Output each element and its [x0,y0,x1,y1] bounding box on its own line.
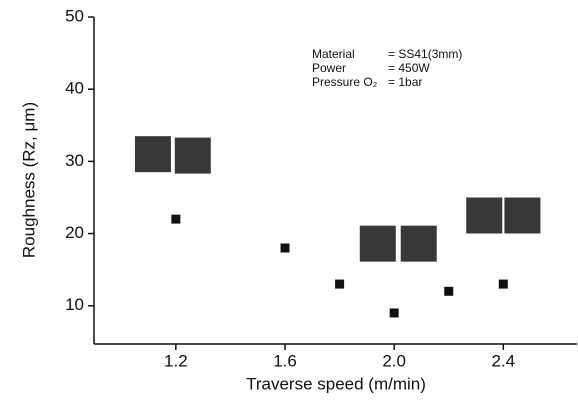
y-tick-label: 40 [65,79,84,98]
y-tick-label: 50 [65,6,84,25]
y-tick-label: 20 [65,223,84,242]
y-tick-label: 30 [65,151,84,170]
point [171,214,181,224]
point [444,286,454,296]
annotation-label: Material [312,47,355,61]
point [389,308,399,318]
point [498,279,508,289]
x-tick-label: 2.4 [492,351,516,370]
annotation-label: Power [312,61,346,75]
annotation-value: = SS41(3mm) [388,47,462,61]
y-tick-label: 10 [65,295,84,314]
x-axis-label: Traverse speed (m/min) [246,374,426,393]
x-tick-label: 1.6 [273,351,297,370]
x-tick-label: 2.0 [382,351,406,370]
point [174,137,211,174]
x-tick-label: 1.2 [164,351,188,370]
point [400,225,437,262]
point [134,136,171,173]
point [359,225,396,262]
annotation-label: Pressure O₂ [312,75,378,89]
point [504,197,541,234]
point [466,197,503,234]
point [335,279,345,289]
point [280,243,290,253]
y-axis-label: Roughness (Rz, μm) [19,102,38,258]
annotation-value: = 1bar [388,75,422,89]
annotation-value: = 450W [388,61,430,75]
